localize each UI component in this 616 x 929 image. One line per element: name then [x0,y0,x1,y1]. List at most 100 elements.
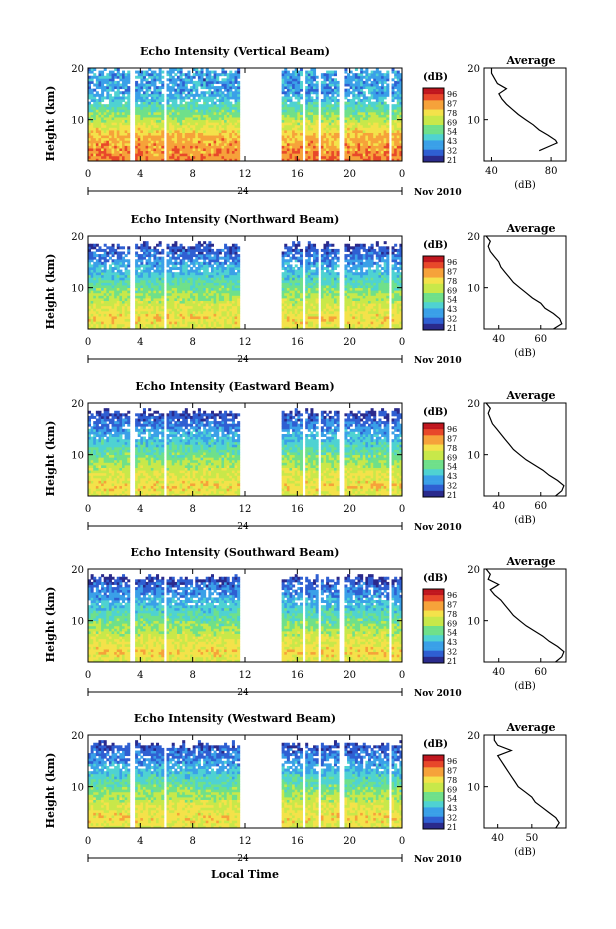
heatmap-cell [174,300,178,304]
heatmap-cell [323,78,327,82]
heatmap-cell [391,119,395,123]
heatmap-cell [156,261,160,265]
heatmap-cell [135,298,139,301]
heatmap-cell [349,101,353,105]
heatmap-cell [200,142,204,146]
heatmap-cell [286,114,290,118]
heatmap-cell [148,99,152,102]
heatmap-cell [200,140,204,144]
heatmap-cell [195,70,199,74]
heatmap-cell [297,127,301,131]
heatmap-cell [95,75,99,79]
heatmap-cell [101,111,105,115]
heatmap-cell [101,70,105,74]
heatmap-cell [101,272,105,276]
heatmap-cell [396,106,400,110]
heatmap-cell [281,75,285,79]
heatmap-cell [216,104,220,108]
heatmap-cell [299,130,303,133]
heatmap-cell [208,150,212,154]
heatmap-cell [148,290,152,294]
heatmap-cell [394,158,398,162]
heatmap-cell [229,96,233,100]
heatmap-cell [106,292,110,296]
heatmap-cell [153,148,157,152]
heatmap-cell [169,150,173,154]
heatmap-cell [195,119,199,123]
heatmap-cell [381,96,385,100]
heatmap-cell [122,251,126,255]
heatmap-cell [106,298,110,301]
heatmap-cell [174,106,178,110]
heatmap-cell [381,93,385,97]
heatmap-cell [213,148,217,152]
heatmap-cell [208,93,212,97]
heatmap-cell [213,127,217,131]
heatmap-cell [98,310,102,314]
heatmap-cell [286,70,290,74]
heatmap-cell [119,321,123,325]
heatmap-cell [289,130,293,133]
heatmap-cell [305,109,309,113]
heatmap-cell [101,303,105,307]
heatmap-cell [333,140,337,144]
heatmap-cell [362,132,366,136]
heatmap-cell [190,285,194,289]
heatmap-cell [307,135,311,139]
heatmap-cell [284,137,288,141]
heatmap-cell [221,308,225,312]
heatmap-cell [307,99,311,102]
heatmap-cell [166,145,170,149]
heatmap-cell [179,243,183,247]
heatmap-cell [373,117,377,121]
heatmap-cell [344,91,348,95]
heatmap-cell [124,127,128,131]
heatmap-cell [362,158,366,162]
heatmap-cell [182,269,186,273]
heatmap-cell [195,142,199,146]
heatmap-cell [114,292,118,296]
heatmap-cell [192,86,196,90]
heatmap-cell [344,135,348,139]
heatmap-cell [158,86,162,90]
heatmap-cell [166,99,170,102]
heatmap-cell [373,109,377,113]
heatmap-cell [313,114,317,118]
heatmap-cell [281,86,285,90]
heatmap-cell [310,142,314,146]
heatmap-cell [93,323,97,327]
heatmap-cell [326,104,330,108]
heatmap-cell [171,323,175,327]
heatmap-cell [179,298,183,301]
heatmap-cell [182,148,186,152]
heatmap-cell [192,274,196,278]
heatmap-cell [203,269,207,273]
heatmap-cell [156,93,160,97]
heatmap-cell [184,267,188,270]
heatmap-cell [148,246,152,250]
heatmap-cell [221,68,225,71]
heatmap-cell [323,137,327,141]
heatmap-cell [137,316,141,320]
heatmap-cell [176,308,180,312]
heatmap-cell [95,80,99,84]
heatmap-cell [161,274,165,278]
heatmap-cell [216,248,220,252]
heatmap-cell [114,282,118,286]
heatmap-cell [328,153,332,157]
heatmap-cell [103,305,107,309]
heatmap-cell [145,80,149,84]
heatmap-cell [294,68,298,71]
heatmap-cell [148,127,152,131]
heatmap-cell [347,80,351,84]
heatmap-cell [182,246,186,250]
heatmap-cell [229,75,233,79]
heatmap-cell [153,254,157,258]
heatmap-cell [108,326,112,330]
heatmap-cell [310,68,314,71]
heatmap-cell [148,261,152,265]
heatmap-cell [349,111,353,115]
heatmap-cell [176,145,180,149]
heatmap-cell [234,114,238,118]
heatmap-cell [357,132,361,136]
